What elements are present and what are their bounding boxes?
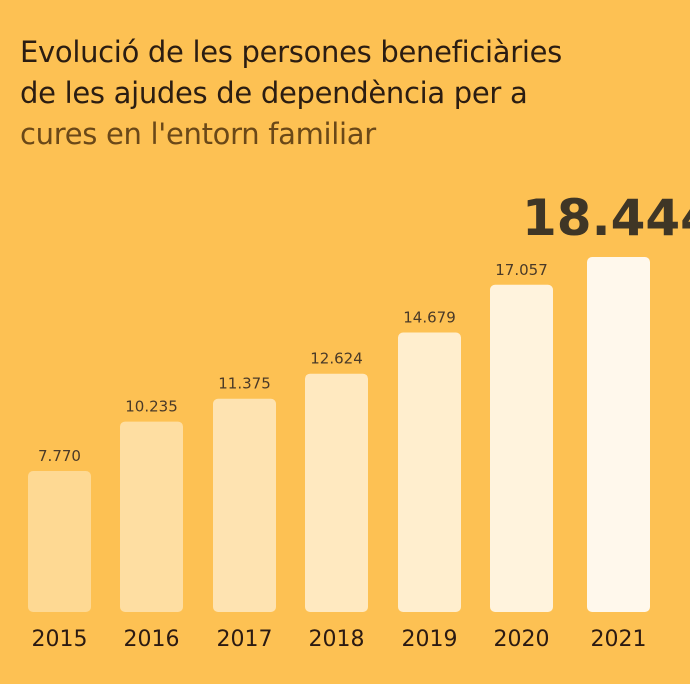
x-tick-2016: 2016	[124, 627, 180, 652]
bar-2020	[490, 284, 553, 612]
chart-title: Evolució de les persones beneficiàries d…	[20, 32, 680, 155]
bar-2016	[120, 421, 183, 612]
value-label-2015: 7.770	[38, 447, 81, 465]
bar-2021	[587, 256, 650, 612]
title-line-3: cures en l'entorn familiar	[20, 117, 376, 151]
x-tick-2020: 2020	[494, 627, 550, 652]
title-line-2: de les ajudes de dependència per a	[20, 76, 528, 110]
x-tick-2015: 2015	[32, 627, 88, 652]
x-tick-2018: 2018	[309, 627, 365, 652]
value-label-2017: 11.375	[218, 375, 271, 393]
bar-2019	[398, 332, 461, 612]
value-label-2021: 18.444	[522, 189, 690, 247]
value-label-2019: 14.679	[403, 308, 456, 326]
value-label-2018: 12.624	[310, 350, 363, 368]
bar-2015	[28, 471, 91, 612]
x-tick-2021: 2021	[591, 627, 647, 652]
title-line-1: Evolució de les persones beneficiàries	[20, 35, 562, 69]
x-tick-2017: 2017	[217, 627, 273, 652]
value-label-2020: 17.057	[495, 261, 548, 279]
x-tick-2019: 2019	[402, 627, 458, 652]
value-label-2016: 10.235	[125, 398, 178, 416]
bar-2018	[305, 373, 368, 612]
bar-2017	[213, 398, 276, 612]
